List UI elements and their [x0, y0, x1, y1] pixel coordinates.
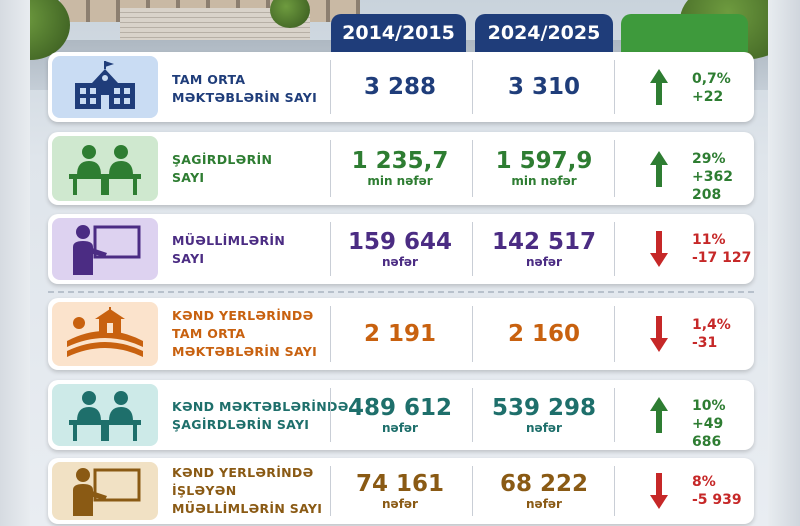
- change-percent: 1,4%: [692, 317, 731, 333]
- value-2024: 68 222: [499, 471, 589, 497]
- row-rural-students: KƏND MƏKTƏBLƏRİNDƏ ŞAGİRDLƏRİN SAYI 489 …: [48, 380, 754, 450]
- change-cell: 11% -17 127: [650, 214, 754, 284]
- value-2024: 1 597,9: [495, 148, 593, 174]
- students-at-desks-icon: [52, 384, 158, 446]
- value-2014: 159 644: [347, 229, 453, 255]
- change-cell: 0,7% +22: [650, 52, 754, 122]
- change-cell: 29% +362 208: [650, 132, 754, 205]
- arrow-up-icon: [650, 397, 668, 433]
- row-rural-teachers: KƏND YERLƏRİNDƏ İŞLƏYƏN MÜƏLLİMLƏRİN SAY…: [48, 458, 754, 524]
- row-label-line: SAYI: [172, 251, 205, 266]
- row-schools: TAM ORTA MƏKTƏBLƏRİN SAYI 3 288 3 310 0,…: [48, 52, 754, 122]
- column-header-2014-2015: 2014/2015: [331, 14, 466, 52]
- row-label-line: MƏKTƏBLƏRİN SAYI: [172, 90, 318, 105]
- value-unit: nəfər: [526, 421, 562, 435]
- row-label-line: MÜƏLLİMLƏRİN: [172, 233, 286, 248]
- row-label-line: MƏKTƏBLƏRİN SAYI: [172, 344, 318, 359]
- row-label-line: İŞLƏYƏN: [172, 483, 237, 498]
- value-2014: 489 612: [347, 395, 453, 421]
- value-2014: 74 161: [355, 471, 445, 497]
- section-divider: [48, 291, 754, 293]
- value-unit: nəfər: [526, 497, 562, 511]
- value-unit: nəfər: [382, 497, 418, 511]
- row-label-line: KƏND MƏKTƏBLƏRİNDƏ: [172, 399, 349, 414]
- arrow-up-icon: [650, 150, 668, 187]
- row-teachers: MÜƏLLİMLƏRİN SAYI 159 644 nəfər 142 517 nə…: [48, 214, 754, 284]
- row-label-line: KƏND YERLƏRİNDƏ: [172, 308, 314, 323]
- row-rural-schools: KƏND YERLƏRİNDƏ TAM ORTA MƏKTƏBLƏRİN SAY…: [48, 298, 754, 370]
- value-2014: 3 288: [363, 74, 437, 100]
- change-delta: +362 208: [692, 169, 733, 203]
- change-cell: 1,4% -31: [650, 298, 754, 370]
- school-building-icon: [52, 56, 158, 118]
- students-at-desks-icon: [52, 136, 158, 201]
- change-cell: 8% -5 939: [650, 458, 754, 524]
- arrow-down-icon: [650, 473, 668, 509]
- rural-school-icon: [52, 302, 158, 366]
- change-cell: 10% +49 686: [650, 380, 754, 450]
- change-percent: 11%: [692, 232, 726, 248]
- value-unit: nəfər: [526, 255, 562, 269]
- teacher-at-board-icon: [52, 218, 158, 280]
- value-2024: 539 298: [491, 395, 597, 421]
- value-2014: 2 191: [363, 321, 437, 347]
- value-unit: nəfər: [382, 421, 418, 435]
- row-label-line: ŞAGİRDLƏRİN SAYI: [172, 417, 310, 432]
- value-2024: 3 310: [507, 74, 581, 100]
- row-label-line: MÜƏLLİMLƏRİN SAYI: [172, 501, 323, 516]
- column-header-change: [621, 14, 748, 52]
- value-unit: nəfər: [382, 255, 418, 269]
- value-unit: min nəfər: [511, 174, 577, 188]
- row-students: ŞAGİRDLƏRİN SAYI 1 235,7 min nəfər 1 597,…: [48, 132, 754, 205]
- change-percent: 8%: [692, 474, 716, 490]
- value-2024: 142 517: [491, 229, 597, 255]
- change-delta: +49 686: [692, 416, 724, 450]
- value-2024: 2 160: [507, 321, 581, 347]
- row-label-line: TAM ORTA: [172, 72, 246, 87]
- row-label-line: KƏND YERLƏRİNDƏ: [172, 465, 314, 480]
- change-delta: -31: [692, 335, 718, 351]
- change-delta: -17 127: [692, 250, 752, 266]
- row-label-line: SAYI: [172, 170, 205, 185]
- row-label-line: ŞAGİRDLƏRİN: [172, 152, 273, 167]
- change-percent: 0,7%: [692, 71, 731, 87]
- arrow-down-icon: [650, 316, 668, 352]
- row-label-line: TAM ORTA: [172, 326, 246, 341]
- arrow-up-icon: [650, 69, 668, 105]
- column-header-2024-2025: 2024/2025: [475, 14, 613, 52]
- change-percent: 10%: [692, 398, 726, 414]
- teacher-at-board-icon: [52, 462, 158, 520]
- arrow-down-icon: [650, 231, 668, 267]
- value-unit: min nəfər: [367, 174, 433, 188]
- change-delta: +22: [692, 89, 724, 105]
- change-delta: -5 939: [692, 492, 742, 508]
- value-2014: 1 235,7: [351, 148, 449, 174]
- change-percent: 29%: [692, 151, 726, 167]
